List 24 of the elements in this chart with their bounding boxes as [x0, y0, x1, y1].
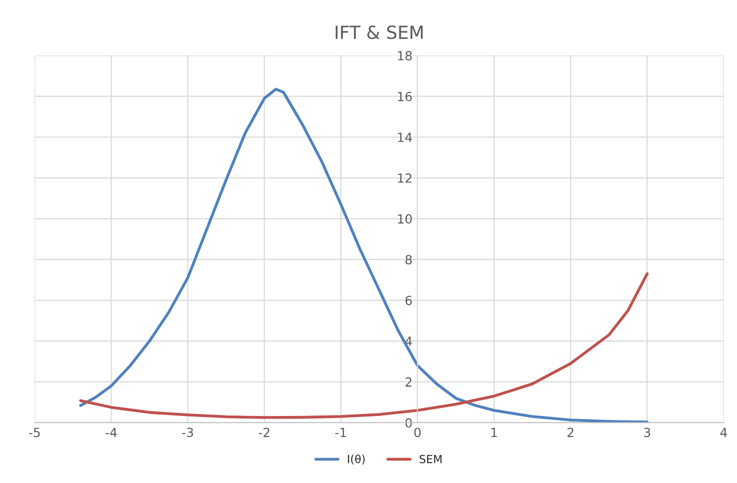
y-tick-label: 12: [398, 173, 412, 183]
x-tick-label: -5: [29, 428, 40, 438]
x-tick-label: 0: [414, 428, 421, 438]
x-tick-label: -2: [258, 428, 270, 437]
x-tick-label: -4: [106, 428, 117, 437]
y-tick-label: 14: [398, 132, 412, 142]
y-tick-label: 10: [398, 214, 412, 224]
y-tick-label: 2: [406, 377, 412, 387]
y-tick-label: 16: [398, 92, 412, 102]
x-tick-label: 3: [644, 428, 650, 438]
legend-label: I(θ): [348, 454, 365, 465]
x-tick-label: 1: [491, 428, 497, 437]
x-tick-label: -1: [335, 428, 346, 437]
chart-title: IFT & SEM: [336, 25, 423, 40]
x-tick-label: -3: [182, 428, 193, 438]
y-tick-label: 4: [405, 336, 412, 346]
y-tick-label: 0: [405, 418, 412, 428]
y-tick-label: 6: [406, 296, 412, 306]
y-tick-label: 18: [398, 51, 412, 60]
x-tick-label: 2: [568, 428, 574, 437]
y-tick-label: 8: [406, 254, 412, 264]
line-series: [79, 272, 649, 419]
x-tick-label: 4: [720, 428, 728, 437]
legend-label: SEM: [420, 454, 442, 464]
